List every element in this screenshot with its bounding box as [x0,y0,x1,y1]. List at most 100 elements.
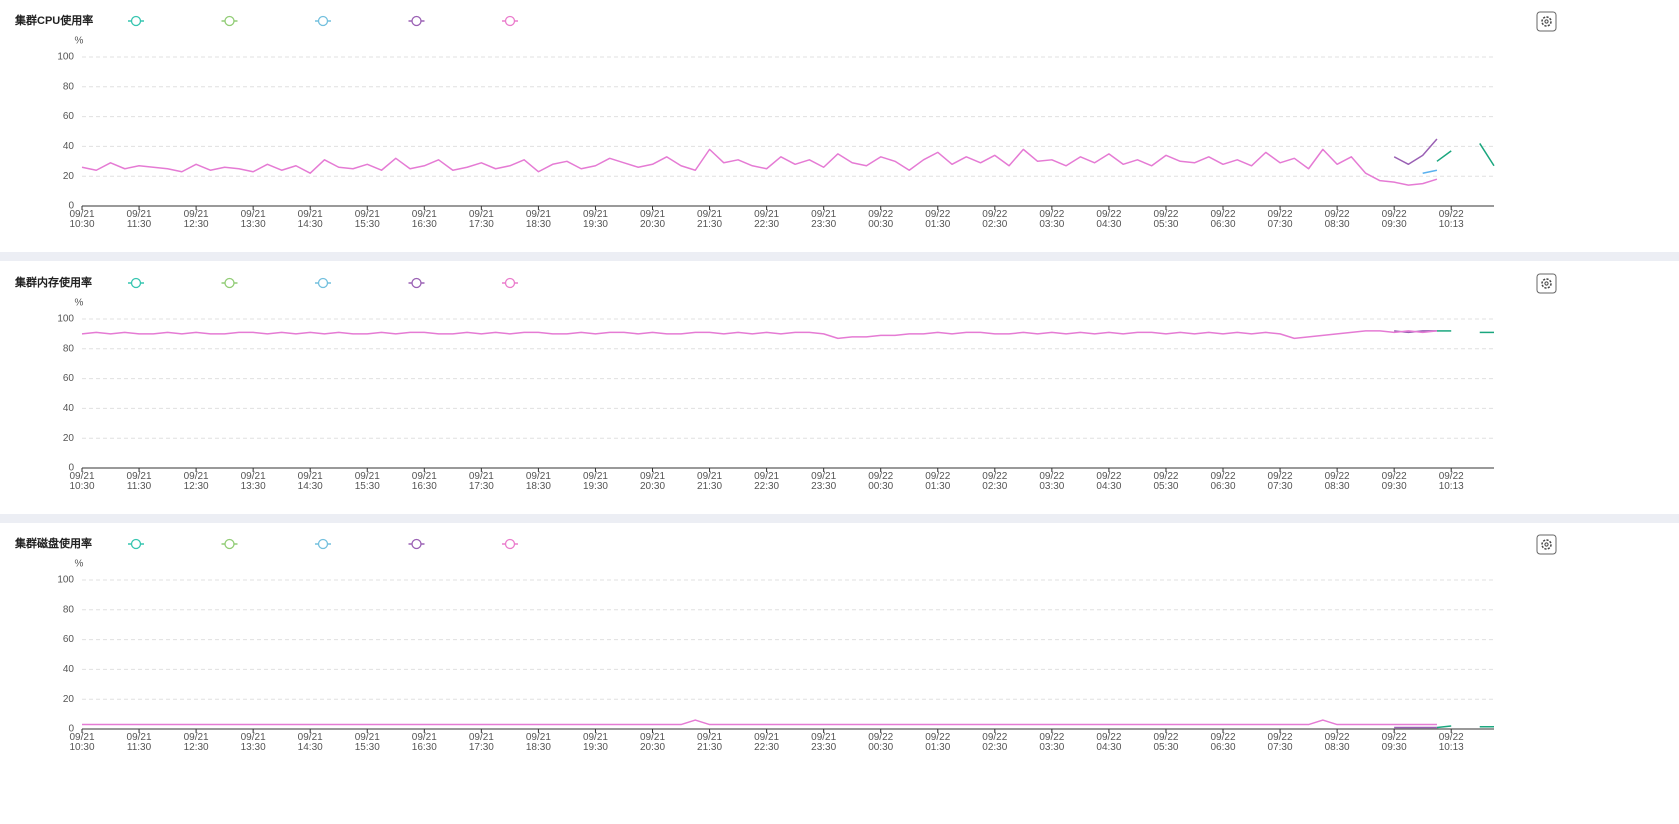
x-tick-label: 09/21 13:30 [240,732,266,753]
settings-button[interactable] [1536,534,1557,555]
x-tick-label: 09/21 21:30 [697,471,723,492]
x-tick-label: 09/22 00:30 [868,732,894,753]
y-tick-label: 60 [63,111,75,122]
settings-icon [1541,539,1552,550]
x-tick-label: 09/21 23:30 [811,471,837,492]
legend-marker [504,15,516,27]
x-tick-label: 09/22 05:30 [1153,732,1179,753]
x-tick-label: 09/22 02:30 [982,209,1008,230]
y-tick-label: 20 [63,694,75,705]
x-tick-label: 09/21 14:30 [297,732,323,753]
x-tick-label: 09/21 14:30 [297,209,323,230]
settings-icon [1541,278,1552,289]
x-tick-label: 09/22 00:30 [868,471,894,492]
x-tick-label: 09/22 01:30 [925,209,951,230]
x-tick-label: 09/21 20:30 [639,471,666,492]
x-tick-label: 09/21 21:30 [697,209,723,230]
settings-icon [1544,281,1549,286]
x-tick-label: 09/21 13:30 [240,471,266,492]
y-tick-label: 80 [63,604,75,615]
x-tick-label: 09/22 06:30 [1210,732,1236,753]
x-tick-label: 09/21 17:30 [468,732,494,753]
x-tick-label: 09/21 12:30 [183,209,209,230]
panel-separator [0,252,1679,261]
panel-separator [0,514,1679,523]
x-tick-label: 09/21 17:30 [468,209,494,230]
settings-button[interactable] [1536,11,1557,32]
x-tick-label: 09/22 05:30 [1153,209,1179,230]
series-line [1436,150,1452,162]
x-tick-label: 09/21 16:30 [411,471,437,492]
x-tick-label: 09/21 10:30 [69,732,95,753]
chart-title: 集群内存使用率 [14,275,92,289]
x-tick-label: 09/22 03:30 [1039,732,1065,753]
x-tick-label: 09/22 09:30 [1381,209,1407,230]
legend-marker [411,538,422,550]
x-tick-label: 09/21 11:30 [126,732,152,753]
y-axis-unit: % [75,36,84,47]
x-tick-label: 09/21 10:30 [69,471,95,492]
x-tick-label: 09/21 12:30 [183,732,209,753]
y-tick-label: 40 [63,403,75,414]
y-tick-label: 100 [57,52,74,63]
x-tick-label: 09/22 04:30 [1096,732,1122,753]
x-tick-label: 09/21 16:30 [411,732,437,753]
x-tick-label: 09/22 01:30 [925,732,951,753]
x-tick-label: 09/22 02:30 [982,732,1008,753]
legend-marker [130,538,142,550]
x-tick-label: 09/21 22:30 [754,732,780,753]
y-tick-label: 100 [57,314,74,325]
legend-marker [317,277,329,289]
series-line [81,330,1438,340]
x-tick-label: 09/21 11:30 [126,471,152,492]
chart-title: 集群CPU使用率 [14,13,93,27]
x-tick-label: 09/21 22:30 [754,209,780,230]
y-tick-label: 40 [63,664,75,675]
x-tick-label: 09/22 07:30 [1267,209,1293,230]
x-tick-label: 09/22 04:30 [1096,471,1122,492]
x-tick-label: 09/22 01:30 [925,471,951,492]
legend-marker [504,538,516,550]
x-tick-label: 09/22 09:30 [1381,732,1407,753]
x-tick-label: 09/21 15:30 [354,732,380,753]
y-tick-label: 60 [63,634,75,645]
y-axis-unit: % [75,298,84,309]
series-line [1393,138,1438,166]
series-line [1422,169,1438,174]
x-tick-label: 09/22 03:30 [1039,471,1065,492]
x-tick-label: 09/22 09:30 [1381,471,1407,492]
x-tick-label: 09/21 13:30 [240,209,266,230]
y-tick-label: 80 [63,81,75,92]
settings-icon [1541,16,1552,27]
x-tick-label: 09/22 08:30 [1324,209,1350,230]
legend-marker [411,15,422,27]
legend-marker [224,15,235,27]
x-tick-label: 09/21 22:30 [754,471,780,492]
legend-marker [130,277,142,289]
y-tick-label: 60 [63,373,75,384]
x-tick-label: 09/21 11:30 [126,209,152,230]
x-tick-label: 09/22 03:30 [1039,209,1065,230]
y-tick-label: 0 [68,724,74,735]
x-tick-label: 09/22 08:30 [1324,471,1350,492]
y-tick-label: 80 [63,343,75,354]
x-tick-label: 09/21 20:30 [639,732,666,753]
settings-icon [1544,542,1549,547]
x-tick-label: 09/21 10:30 [69,209,95,230]
y-tick-label: 0 [68,463,74,474]
y-tick-label: 20 [63,171,75,182]
legend-marker [130,15,142,27]
x-tick-label: 09/22 10:13 [1438,471,1464,492]
settings-button[interactable] [1536,273,1557,294]
x-tick-label: 09/22 04:30 [1096,209,1122,230]
x-tick-label: 09/22 10:13 [1438,209,1464,230]
x-tick-label: 09/21 14:30 [297,471,323,492]
x-tick-label: 09/21 15:30 [354,209,380,230]
series-line [82,719,1437,726]
x-tick-label: 09/22 10:13 [1438,732,1464,753]
legend-marker [317,15,329,27]
x-tick-label: 09/21 12:30 [183,471,209,492]
x-tick-label: 09/21 18:30 [525,209,551,230]
x-tick-label: 09/21 19:30 [582,732,608,753]
